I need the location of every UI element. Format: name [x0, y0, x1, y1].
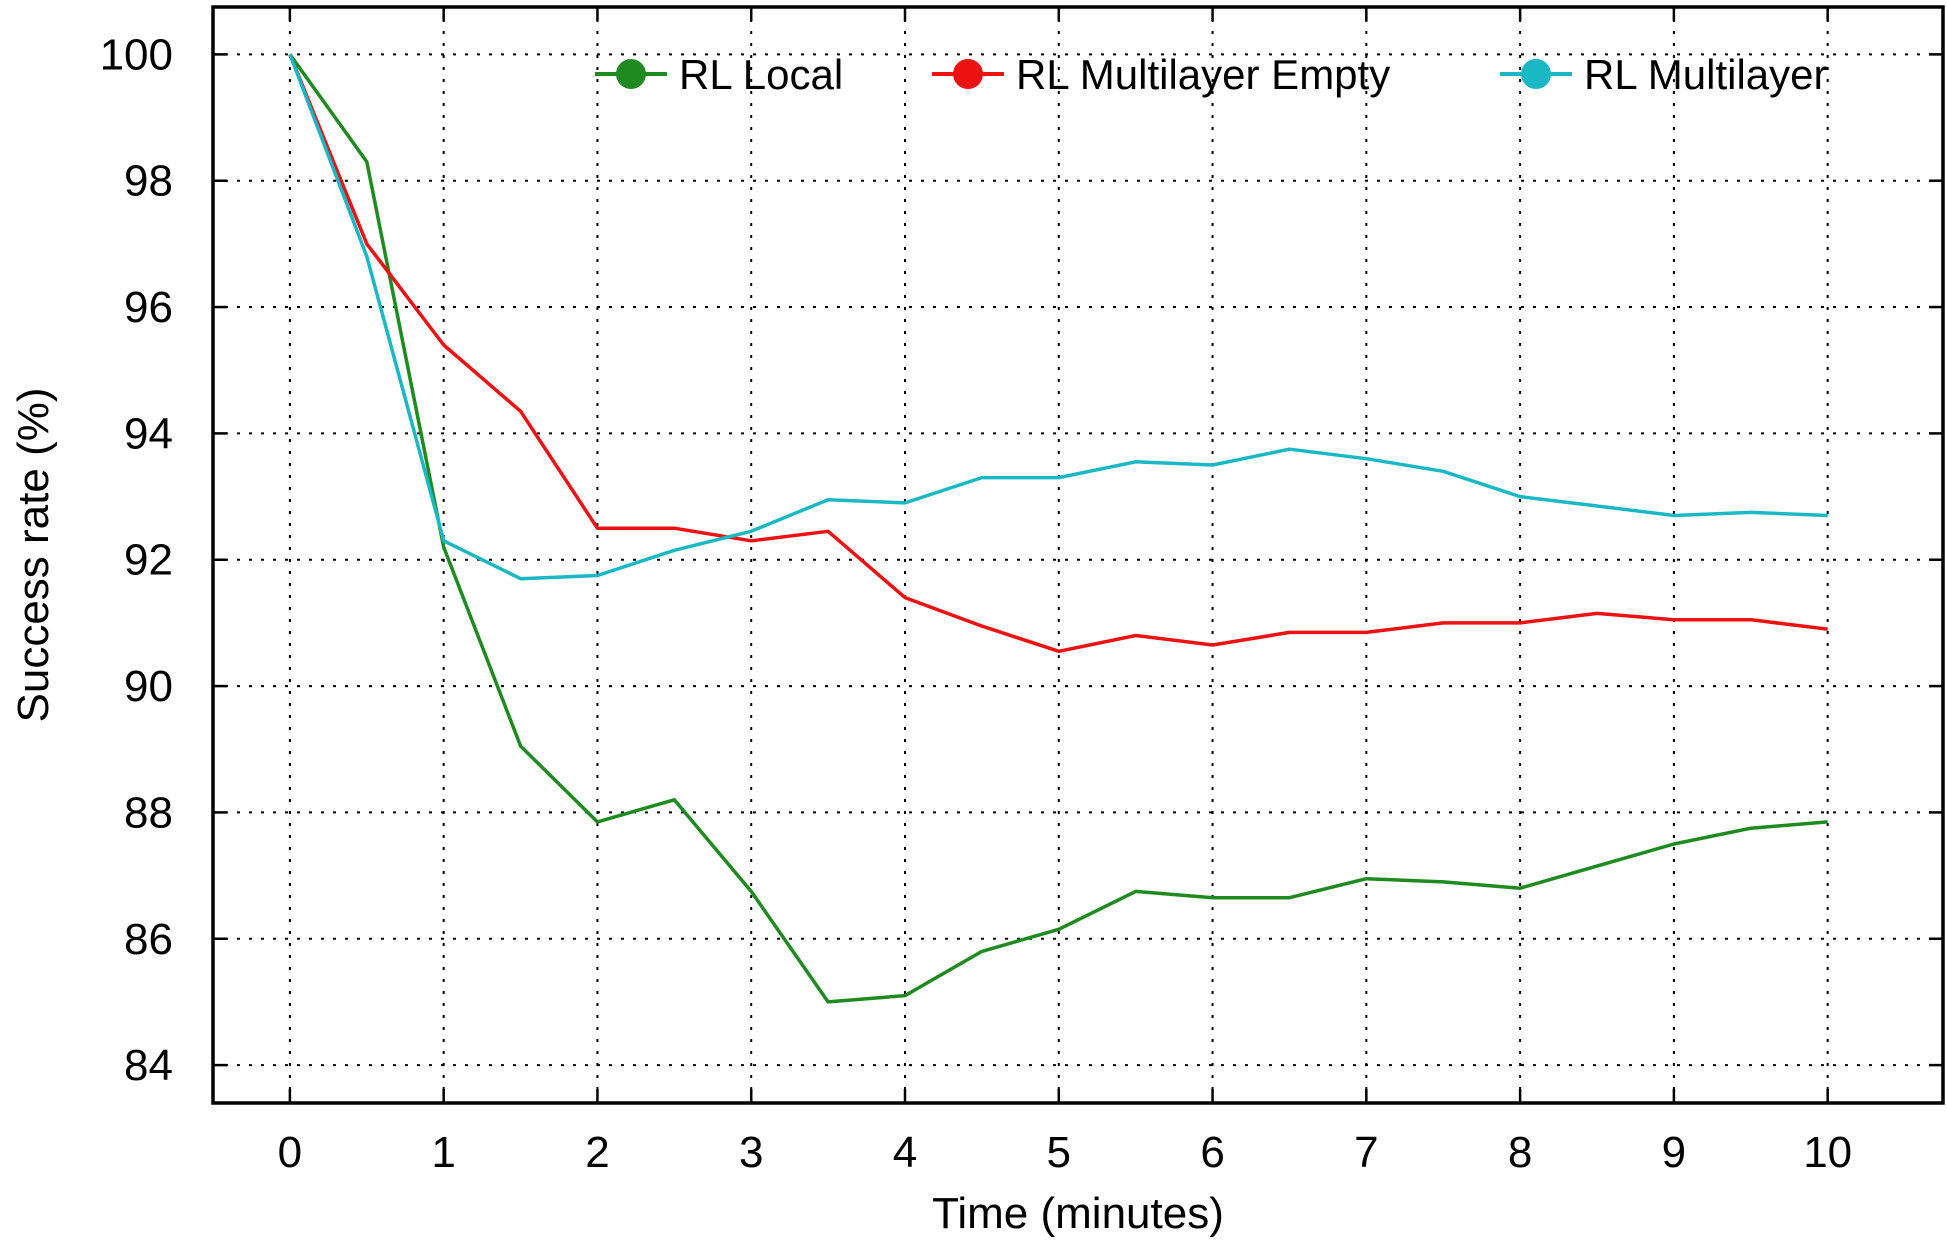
- legend: RL Local RL Multilayer Empty RL Multilayer: [595, 51, 1828, 98]
- x-tick-label: 9: [1662, 1128, 1686, 1177]
- x-tick-label: 7: [1354, 1128, 1378, 1177]
- x-tick-label: 2: [585, 1128, 609, 1177]
- legend-marker: [1521, 59, 1551, 89]
- tick-layer: [213, 7, 1943, 1103]
- y-tick-label: 98: [124, 157, 173, 206]
- legend-item: RL Multilayer: [1500, 51, 1828, 98]
- legend-marker: [616, 59, 646, 89]
- x-axis-title: Time (minutes): [932, 1189, 1224, 1238]
- y-tick-label: 84: [124, 1041, 173, 1090]
- plot-frame: [211, 5, 1945, 1105]
- y-tick-label: 100: [100, 30, 173, 79]
- legend-item: RL Local: [595, 51, 843, 98]
- x-tick-label: 0: [278, 1128, 302, 1177]
- legend-label: RL Multilayer: [1584, 51, 1828, 98]
- y-tick-label: 88: [124, 788, 173, 837]
- grid-layer: [213, 7, 1943, 1103]
- x-tick-label: 3: [739, 1128, 763, 1177]
- x-tick-label: 8: [1508, 1128, 1532, 1177]
- series-line-1: [288, 53, 1828, 1004]
- y-tick-label: 92: [124, 536, 173, 585]
- y-tick-label: 96: [124, 283, 173, 332]
- series-line-2: [288, 53, 1828, 654]
- y-axis-title: Success rate (%): [9, 388, 58, 723]
- x-tick-label: 5: [1047, 1128, 1071, 1177]
- y-tick-label: 94: [124, 409, 173, 458]
- series-line-3: [288, 53, 1828, 581]
- series-layer: [288, 53, 1828, 1004]
- legend-label: RL Local: [679, 51, 843, 98]
- x-tick-label: 6: [1200, 1128, 1224, 1177]
- y-tick-label: 90: [124, 662, 173, 711]
- legend-item: RL Multilayer Empty: [932, 51, 1390, 98]
- x-tick-label: 10: [1803, 1128, 1852, 1177]
- legend-marker: [953, 59, 983, 89]
- legend-label: RL Multilayer Empty: [1016, 51, 1390, 98]
- x-tick-label: 1: [431, 1128, 455, 1177]
- y-tick-label: 86: [124, 915, 173, 964]
- x-tick-label: 4: [893, 1128, 917, 1177]
- tick-label-layer: 0 1 2 3 4 5 6 7 8 9 10 84 86 88 90 92 94 96 98 100: [100, 30, 1853, 1177]
